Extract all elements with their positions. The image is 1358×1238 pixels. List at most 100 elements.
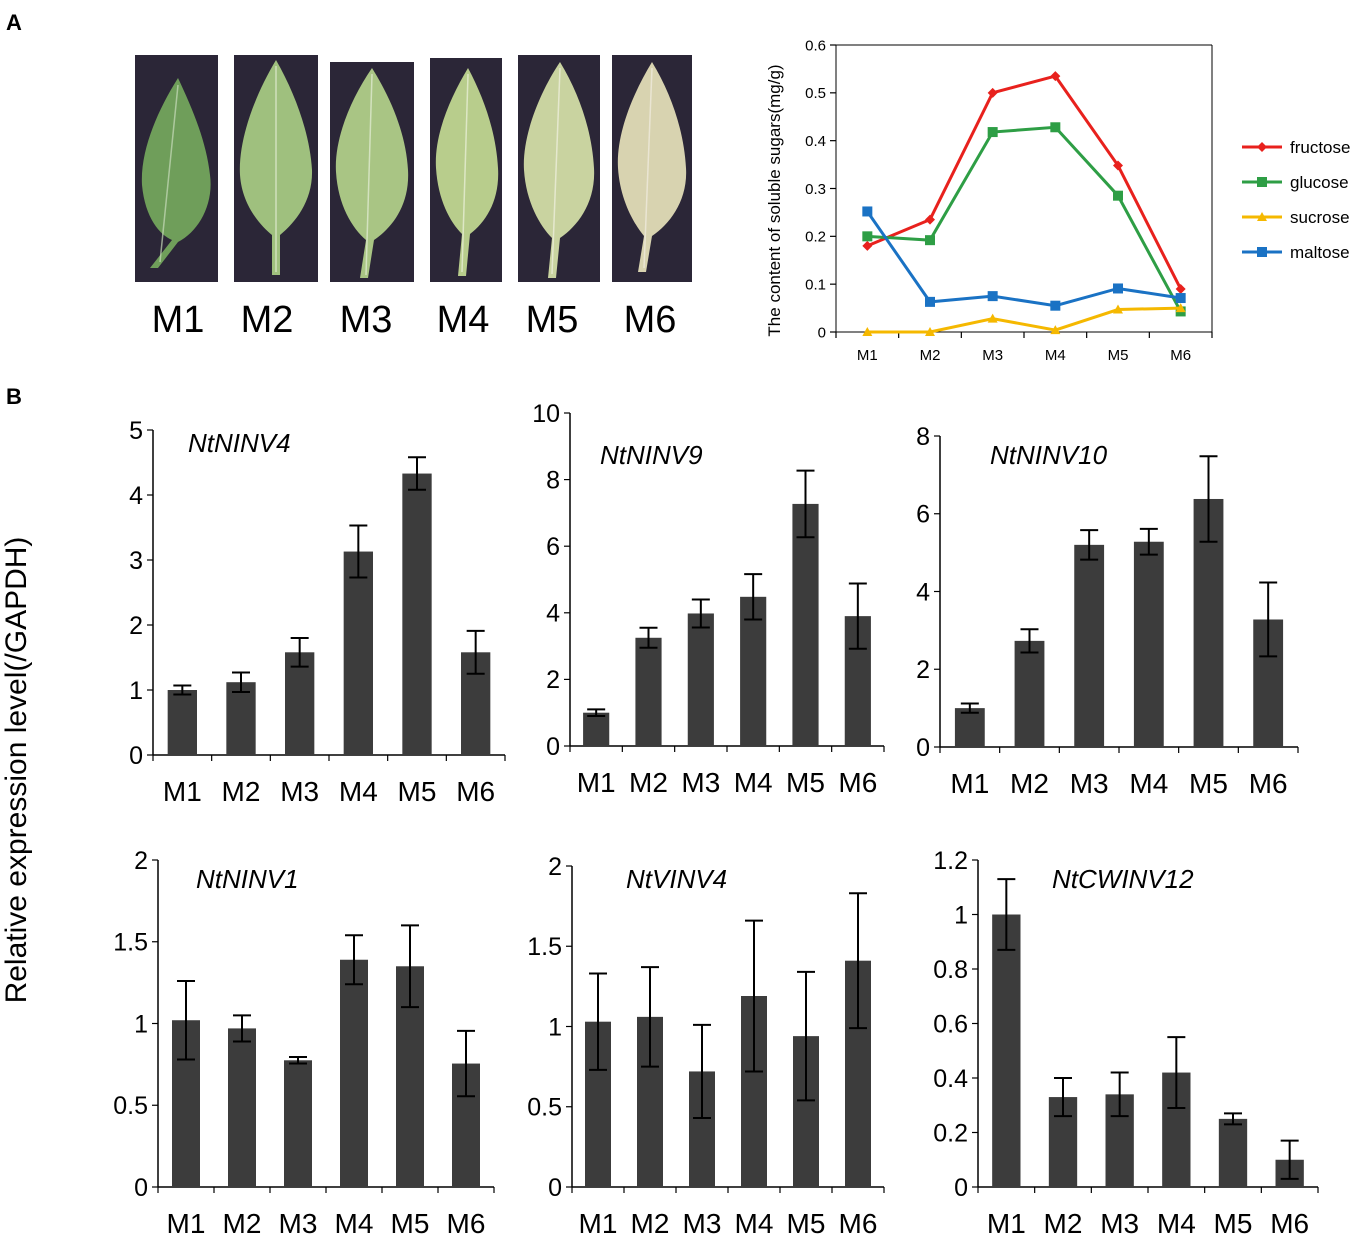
leaf-shape (617, 62, 687, 272)
leaf-label: M2 (241, 299, 294, 341)
y-tick-label: 1.5 (527, 933, 562, 961)
data-point (1257, 177, 1267, 187)
data-point (1050, 122, 1061, 133)
bar (583, 712, 610, 746)
series-line-maltose (866, 210, 1181, 308)
leaf-shape (435, 68, 499, 276)
y-tick-label: 1 (548, 1013, 562, 1041)
ntninv1-bar-chart: 0 0.5 1 1.5 2 M1 M2 M3 M4 M5 M6 NtNINV1 (113, 847, 495, 1238)
x-tick-label: M1 (987, 1208, 1026, 1238)
y-tick-label: 0.2 (805, 229, 826, 246)
x-tick-label: M4 (335, 1208, 374, 1238)
x-tick-label: M5 (787, 1208, 826, 1238)
data-point (1113, 304, 1123, 314)
ntninv9-bar-chart: 0 2 4 6 8 10 M1 M2 M3 M4 M5 M6 NtNINV9 (532, 400, 885, 798)
data-point (862, 240, 873, 251)
y-tick-label: 0 (129, 742, 143, 770)
x-tick-label: M1 (579, 1208, 618, 1238)
chart-title: NtCWINV12 (1052, 864, 1194, 894)
chart-title: NtVINV4 (626, 864, 727, 894)
data-point (925, 327, 935, 336)
bar (1014, 640, 1045, 747)
bar (167, 690, 197, 755)
y-tick-label: 0.3 (805, 181, 826, 198)
y-tick-label: 0.5 (805, 85, 826, 102)
series-line-sucrose (867, 306, 1181, 334)
x-tick-label: M1 (163, 776, 202, 807)
bar (954, 708, 985, 747)
bar (635, 637, 662, 746)
data-point (1175, 303, 1186, 313)
y-tick-label: 1.2 (933, 847, 968, 875)
data-point (925, 235, 935, 246)
x-tick-label: M4 (734, 767, 773, 798)
bar (1218, 1118, 1248, 1187)
x-tick-label: M3 (982, 347, 1003, 364)
data-point (862, 231, 873, 242)
x-tick-label: M6 (1249, 768, 1288, 799)
leaf-shape (335, 68, 409, 278)
bar (992, 914, 1021, 1187)
y-tick-label: 0.2 (933, 1119, 968, 1147)
x-tick-label: M1 (950, 768, 989, 799)
data-point (1050, 71, 1061, 82)
x-tick-label: M3 (1070, 768, 1109, 799)
leaf-label: M5 (526, 299, 579, 341)
data-point (1257, 212, 1267, 221)
leaf-photo-m2 (234, 55, 318, 282)
y-tick-label: 8 (916, 423, 930, 451)
y-tick-label: 4 (546, 600, 560, 628)
data-point (925, 214, 935, 225)
y-tick-label: 0.6 (805, 37, 826, 54)
y-tick-label: 4 (916, 578, 930, 606)
x-tick-label: M6 (839, 1208, 878, 1238)
x-tick-label: M2 (1044, 1208, 1083, 1238)
data-point (987, 127, 998, 138)
data-point (987, 87, 998, 98)
data-point (1175, 293, 1186, 304)
leaf-label: M4 (437, 299, 490, 341)
y-tick-label: 0.8 (933, 956, 968, 984)
bar (228, 1028, 256, 1187)
data-point (1113, 160, 1123, 171)
panel-label-b: B (6, 384, 22, 409)
y-tick-label: 1 (954, 901, 968, 929)
data-point (1050, 325, 1061, 335)
bar (226, 682, 256, 755)
legend-label: fructose (1290, 138, 1350, 157)
x-tick-label: M3 (279, 1208, 318, 1238)
series-line-fructose (866, 74, 1183, 290)
leaf-photo-m5 (518, 55, 600, 282)
bar (687, 613, 714, 746)
y-tick-label: 2 (548, 853, 562, 881)
x-tick-label: M2 (920, 347, 941, 364)
legend-label: maltose (1290, 243, 1350, 262)
x-tick-label: M1 (167, 1208, 206, 1238)
x-tick-label: M6 (838, 767, 877, 798)
y-tick-label: 2 (129, 612, 143, 640)
bar (792, 503, 819, 746)
x-tick-label: M6 (456, 776, 495, 807)
y-tick-label: 6 (546, 533, 560, 561)
data-point (1113, 190, 1123, 201)
bar (402, 473, 432, 755)
x-tick-label: M1 (577, 767, 616, 798)
chart-title: NtNINV10 (990, 440, 1108, 470)
leaf-photo-m6 (612, 55, 692, 282)
y-tick-label: 0 (916, 734, 930, 762)
legend-label: glucose (1290, 173, 1349, 192)
y-tick-label: 0 (546, 733, 560, 761)
y-tick-label: 0 (548, 1174, 562, 1202)
ntcwinv12-bar-chart: 0 0.2 0.4 0.6 0.8 1 1.2 M1 M2 M3 M4 M5 M6 NtCWINV12 (933, 847, 1319, 1238)
x-tick-label: M2 (1010, 768, 1049, 799)
y-tick-label: 5 (129, 417, 143, 445)
series-line-glucose (867, 125, 1182, 313)
bar (340, 959, 368, 1187)
y-tick-label: 0.6 (933, 1010, 968, 1038)
y-tick-label: 0.5 (527, 1094, 562, 1122)
data-point (862, 206, 873, 217)
y-tick-label: 0.4 (805, 133, 826, 150)
x-tick-label: M2 (631, 1208, 670, 1238)
leaf-label: M3 (340, 299, 393, 341)
